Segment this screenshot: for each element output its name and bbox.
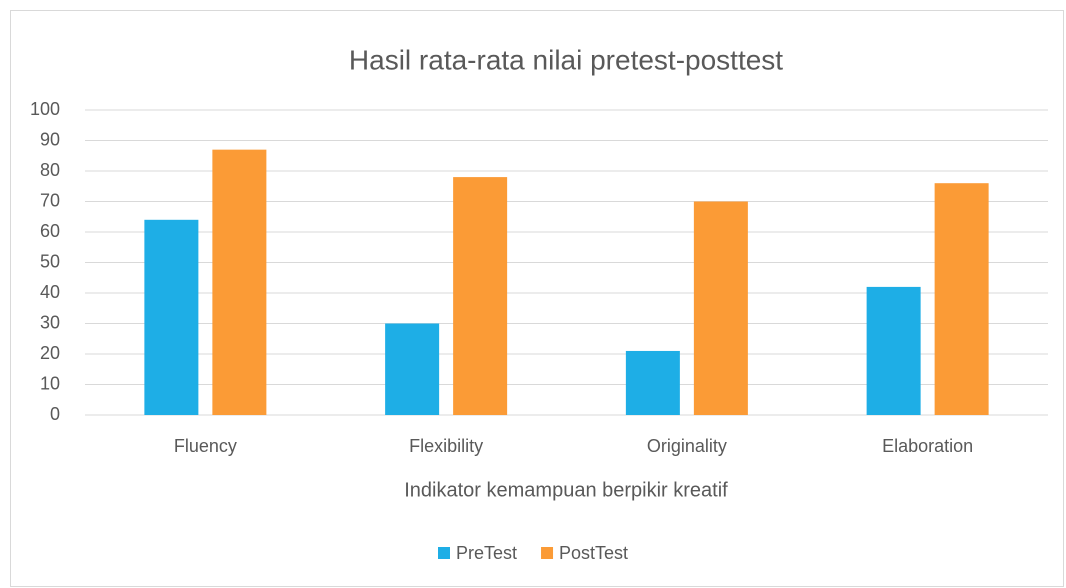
legend-swatch (541, 547, 554, 559)
x-tick-label: Originality (647, 436, 727, 456)
y-tick-label: 30 (40, 312, 60, 332)
y-tick-label: 60 (40, 221, 60, 241)
legend-label: PreTest (456, 543, 517, 563)
y-tick-label: 20 (40, 343, 60, 363)
y-tick-label: 50 (40, 251, 60, 271)
bar (866, 286, 921, 415)
y-tick-label: 90 (40, 129, 60, 149)
y-tick-label: 40 (40, 282, 60, 302)
bar (453, 177, 508, 415)
legend-label: PostTest (559, 543, 628, 563)
bar (625, 350, 680, 415)
x-axis-title: Indikator kemampuan berpikir kreatif (404, 479, 728, 501)
legend-swatch (438, 547, 450, 559)
y-tick-label: 0 (50, 404, 60, 424)
x-tick-label: Elaboration (882, 436, 973, 456)
y-tick-label: 80 (40, 160, 60, 180)
x-tick-label: Flexibility (409, 436, 483, 456)
y-tick-label: 10 (40, 373, 60, 393)
y-tick-label: 100 (30, 99, 60, 119)
bar (212, 149, 267, 415)
y-tick-label: 70 (40, 190, 60, 210)
bar (934, 183, 989, 415)
bar (385, 323, 440, 415)
chart-title: Hasil rata-rata nilai pretest-posttest (349, 44, 783, 75)
bar (693, 201, 748, 415)
bar (144, 219, 199, 415)
x-tick-label: Fluency (174, 436, 237, 456)
